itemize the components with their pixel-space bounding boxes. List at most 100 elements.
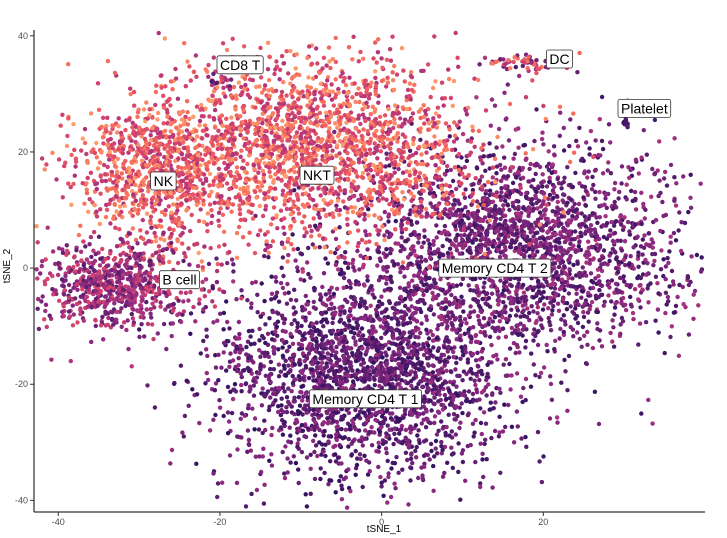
data-point [235,336,240,341]
data-point [512,151,518,157]
data-point [514,231,519,236]
data-point [425,343,431,348]
data-point [552,153,557,158]
data-point [533,231,538,236]
data-point [321,420,327,425]
data-point [406,345,411,350]
data-point [651,263,656,268]
data-point [497,430,502,435]
data-point [481,316,487,321]
data-point [681,302,686,307]
data-point [591,280,596,285]
data-point [478,441,483,446]
data-point [418,379,423,384]
data-point [422,394,427,399]
data-point [306,375,312,381]
data-point [353,358,359,364]
data-point [541,236,547,242]
data-point [473,297,478,303]
data-point [419,259,424,264]
data-point [609,219,614,225]
data-point [404,239,409,244]
data-point [602,261,608,266]
data-point [463,346,468,351]
data-point [516,250,522,255]
data-point [229,257,235,262]
data-point [302,226,307,231]
data-point [234,346,239,351]
data-point [490,175,495,180]
data-point [364,458,369,463]
data-point [366,430,372,435]
data-point [414,220,420,225]
data-point [226,419,232,424]
data-point [633,157,639,162]
data-point [439,367,444,373]
data-point [276,362,282,367]
data-point [476,364,481,369]
data-point [583,224,589,229]
data-point [230,341,236,347]
data-point [374,352,379,358]
data-point [408,456,414,461]
data-point [370,324,376,329]
data-point [266,407,272,413]
data-point [680,284,685,290]
data-point [236,356,241,361]
data-point [502,90,507,96]
data-point [516,277,522,282]
data-point [330,311,335,317]
data-point [307,310,312,316]
data-point [497,298,502,304]
data-point [379,373,384,378]
data-point [386,212,392,217]
data-point [672,198,677,203]
data-point [688,172,693,177]
data-point [194,104,200,109]
data-point [460,448,466,453]
data-point [439,151,444,157]
data-point [251,393,257,398]
data-point [369,425,374,430]
data-point [399,427,404,432]
data-point [406,352,412,357]
data-point [493,400,498,405]
data-point [685,275,691,280]
data-point [396,356,401,361]
data-point [665,255,670,261]
data-point [421,404,426,409]
data-point [255,292,260,297]
data-point [494,145,499,150]
data-point [311,299,316,305]
data-point [297,403,303,408]
data-point [473,233,478,238]
data-point [554,415,560,420]
data-point [376,278,382,283]
data-point [618,238,623,243]
data-point [303,492,308,497]
data-point [221,413,226,419]
data-point [380,441,386,446]
data-point [375,304,380,309]
data-point [353,448,358,454]
data-point [665,294,671,300]
data-point [250,280,255,286]
data-point [334,207,340,213]
data-point [293,258,298,263]
data-point [532,285,537,290]
data-point [548,322,553,328]
data-point [248,448,253,453]
data-point [565,237,570,242]
data-point [310,322,315,327]
data-point [470,213,475,218]
data-point [589,299,595,305]
data-point [198,351,203,356]
data-point [489,97,495,102]
data-point [487,407,492,412]
data-point [419,287,424,292]
data-point [449,211,454,216]
data-point [295,441,300,446]
data-point [566,218,571,223]
data-point [671,282,676,287]
data-point [573,229,578,234]
